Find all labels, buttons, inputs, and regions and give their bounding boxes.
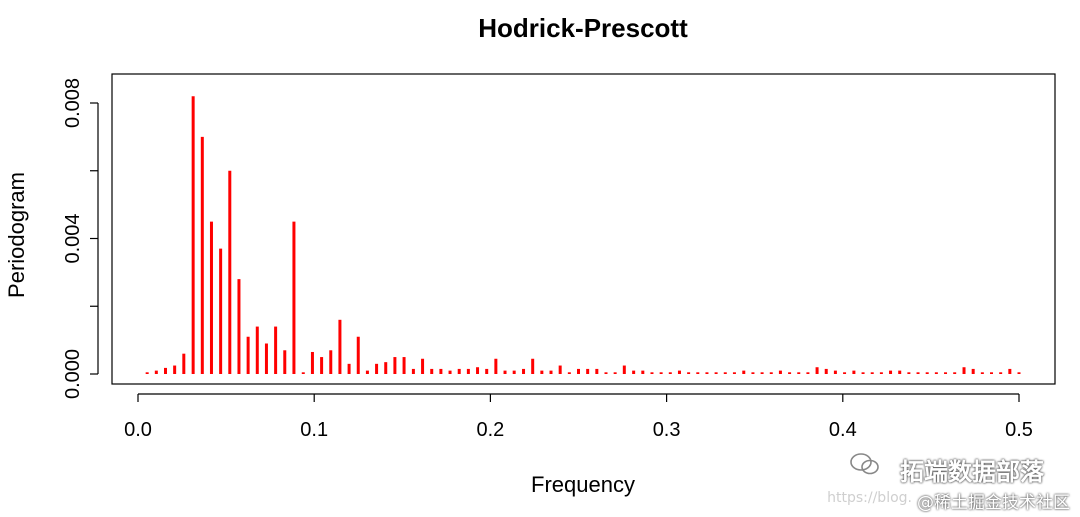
y-tick-label: 0.008 (62, 78, 84, 128)
x-tick-label: 0.3 (653, 419, 681, 441)
bars-group (145, 96, 1021, 374)
plot-frame (111, 73, 1056, 385)
x-axis: 0.0 0.1 0.2 0.3 0.4 0.5 (124, 393, 1033, 441)
y-axis: 0.000 0.004 0.008 (62, 78, 99, 399)
watermark-sub: @稀土掘金技术社区 (917, 493, 1070, 513)
x-tick-label: 0.5 (1005, 419, 1033, 441)
x-tick-label: 0.4 (829, 419, 857, 441)
watermark-url: https://blog. (827, 490, 912, 506)
y-tick-label: 0.000 (62, 349, 84, 399)
x-tick-label: 0.0 (124, 419, 152, 441)
y-tick-label: 0.004 (62, 213, 84, 263)
y-axis-title: Periodogram (4, 172, 29, 298)
watermark-main: 拓端数据部落 (900, 458, 1044, 486)
x-axis-title: Frequency (531, 472, 635, 497)
chart-title: Hodrick-Prescott (478, 13, 688, 43)
wechat-icon (850, 453, 879, 475)
x-tick-label: 0.2 (476, 419, 504, 441)
x-tick-label: 0.1 (300, 419, 328, 441)
